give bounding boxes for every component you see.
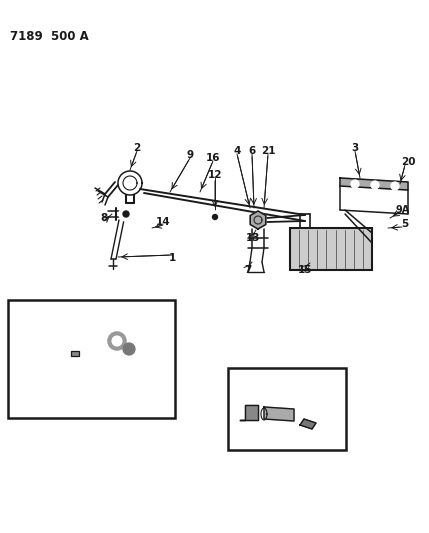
Text: 13: 13 xyxy=(246,233,260,243)
Text: 19: 19 xyxy=(141,313,155,323)
Circle shape xyxy=(108,332,126,350)
Text: 17: 17 xyxy=(120,303,134,313)
Polygon shape xyxy=(264,407,294,421)
Bar xyxy=(8,300,175,418)
Text: 1: 1 xyxy=(29,402,35,412)
Bar xyxy=(290,228,372,270)
Text: 12: 12 xyxy=(297,370,311,380)
Polygon shape xyxy=(300,419,316,429)
Circle shape xyxy=(209,211,221,223)
Text: 21: 21 xyxy=(261,146,275,156)
Text: 14: 14 xyxy=(105,370,119,380)
Circle shape xyxy=(112,336,122,346)
Text: 12: 12 xyxy=(208,170,222,180)
Text: w/OIL GAUGE: w/OIL GAUGE xyxy=(65,403,125,413)
Circle shape xyxy=(119,207,133,221)
Polygon shape xyxy=(240,405,258,420)
Text: 10: 10 xyxy=(231,399,245,409)
Text: 5: 5 xyxy=(402,219,409,229)
Text: 9: 9 xyxy=(187,150,193,160)
Circle shape xyxy=(123,211,129,217)
Text: 16: 16 xyxy=(206,153,220,163)
Text: 4: 4 xyxy=(233,146,241,156)
Circle shape xyxy=(351,180,359,188)
Text: 7: 7 xyxy=(244,265,252,275)
Polygon shape xyxy=(340,178,408,190)
Circle shape xyxy=(123,343,135,355)
Circle shape xyxy=(371,181,379,189)
Circle shape xyxy=(391,182,399,190)
Text: 20: 20 xyxy=(401,157,415,167)
Bar xyxy=(228,368,346,450)
Text: 6: 6 xyxy=(248,146,256,156)
Text: 1: 1 xyxy=(168,253,175,263)
Text: 2: 2 xyxy=(133,143,141,153)
Text: 8: 8 xyxy=(100,213,108,223)
Text: 2: 2 xyxy=(12,353,19,363)
Text: 16: 16 xyxy=(96,303,110,313)
Text: 21: 21 xyxy=(319,375,333,385)
Text: 11: 11 xyxy=(231,388,245,398)
Bar xyxy=(71,351,79,356)
Polygon shape xyxy=(250,211,266,229)
Text: 15: 15 xyxy=(298,265,312,275)
Text: 4: 4 xyxy=(335,385,341,395)
Text: 9A: 9A xyxy=(396,205,410,215)
Text: 8: 8 xyxy=(39,303,45,313)
Text: 7189  500 A: 7189 500 A xyxy=(10,30,89,43)
Text: 18: 18 xyxy=(71,303,85,313)
Text: 14: 14 xyxy=(156,217,170,227)
Circle shape xyxy=(212,214,218,220)
Text: 3: 3 xyxy=(351,143,359,153)
